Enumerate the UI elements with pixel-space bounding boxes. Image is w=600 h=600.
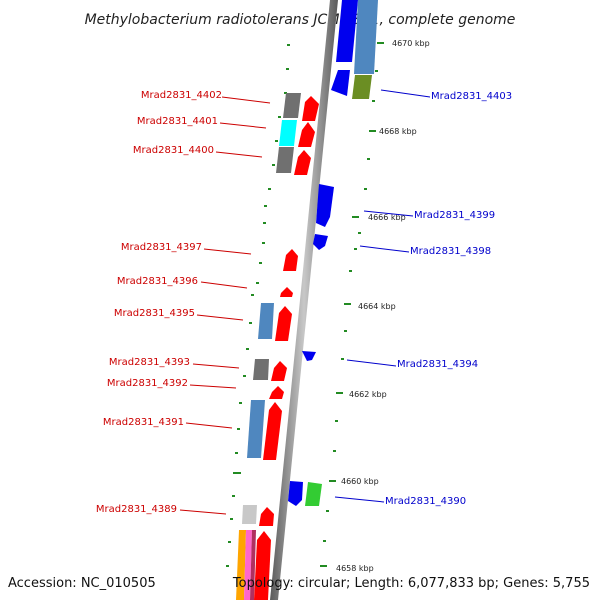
gene-feature-4397[interactable]: [283, 249, 298, 271]
genome-backbone: [270, 0, 338, 600]
gene-feature-4399[interactable]: [316, 184, 334, 227]
gene-label-4399[interactable]: Mrad2831_4399: [414, 210, 495, 221]
gene-label-4389[interactable]: Mrad2831_4389: [96, 504, 177, 515]
gene-label-4397[interactable]: Mrad2831_4397: [121, 242, 202, 253]
gene-feature-bottom-cluster[interactable]: [236, 530, 271, 600]
tick-label: 4670 kbp: [392, 39, 430, 48]
gene-feature-4389-gray[interactable]: [242, 505, 257, 524]
gene-labels-right: Mrad2831_4403 Mrad2831_4399 Mrad2831_439…: [385, 91, 512, 507]
gene-feature-4395-blue[interactable]: [258, 303, 274, 339]
gene-feature-4400-gray[interactable]: [276, 147, 294, 173]
gene-feature-4395[interactable]: [275, 306, 292, 341]
leader-lines-left: [179, 96, 271, 515]
gene-feature-4402-gray[interactable]: [283, 93, 301, 118]
gene-label-4400[interactable]: Mrad2831_4400: [133, 145, 214, 156]
gene-feature-4391-blue[interactable]: [247, 400, 265, 458]
tick-label: 4660 kbp: [341, 477, 379, 486]
gene-label-4393[interactable]: Mrad2831_4393: [109, 357, 190, 368]
leader-lines-right: [334, 89, 431, 503]
gene-feature-4393-gray[interactable]: [253, 359, 269, 380]
accession-text: Accession: NC_010505: [8, 576, 156, 591]
gene-label-4392[interactable]: Mrad2831_4392: [107, 378, 188, 389]
topology-text: Topology: circular; Length: 6,077,833 bp…: [232, 576, 590, 591]
gene-feature-4396[interactable]: [280, 287, 293, 297]
tick-track-outer: [226, 44, 290, 567]
tick-track-inner: [320, 42, 384, 567]
gene-feature-4402[interactable]: [302, 96, 319, 121]
gene-labels-left: Mrad2831_4402 Mrad2831_4401 Mrad2831_440…: [96, 90, 222, 515]
map-title: Methylobacterium radiotolerans JCM 2831,…: [85, 12, 516, 28]
gene-feature-4400[interactable]: [294, 150, 311, 175]
gene-feature-4391[interactable]: [263, 402, 282, 460]
tick-label: 4662 kbp: [349, 390, 387, 399]
gene-label-4401[interactable]: Mrad2831_4401: [137, 116, 218, 127]
gene-label-4394[interactable]: Mrad2831_4394: [397, 359, 478, 370]
tick-label: 4664 kbp: [358, 302, 396, 311]
gene-label-4403[interactable]: Mrad2831_4403: [431, 91, 512, 102]
gene-label-4395[interactable]: Mrad2831_4395: [114, 308, 195, 319]
gene-label-4391[interactable]: Mrad2831_4391: [103, 417, 184, 428]
gene-label-4398[interactable]: Mrad2831_4398: [410, 246, 491, 257]
tick-label: 4666 kbp: [368, 213, 406, 222]
gene-label-4390[interactable]: Mrad2831_4390: [385, 496, 466, 507]
gene-feature-4398[interactable]: [313, 234, 328, 250]
gene-feature-4389[interactable]: [259, 507, 274, 526]
gene-label-4402[interactable]: Mrad2831_4402: [141, 90, 222, 101]
gene-feature-4390[interactable]: [305, 482, 322, 506]
gene-feature-4393[interactable]: [271, 361, 287, 381]
tick-label: 4668 kbp: [379, 127, 417, 136]
gene-feature-4401-cyan[interactable]: [279, 120, 297, 146]
gene-feature-4401[interactable]: [298, 122, 315, 147]
gene-label-4396[interactable]: Mrad2831_4396: [117, 276, 198, 287]
tick-label: 4658 kbp: [336, 564, 374, 573]
gene-feature-4394[interactable]: [302, 351, 316, 361]
gene-feature-top-cluster[interactable]: [331, 0, 378, 99]
gene-feature-4392[interactable]: [269, 386, 284, 399]
gene-feature-4390-blue[interactable]: [288, 481, 303, 506]
